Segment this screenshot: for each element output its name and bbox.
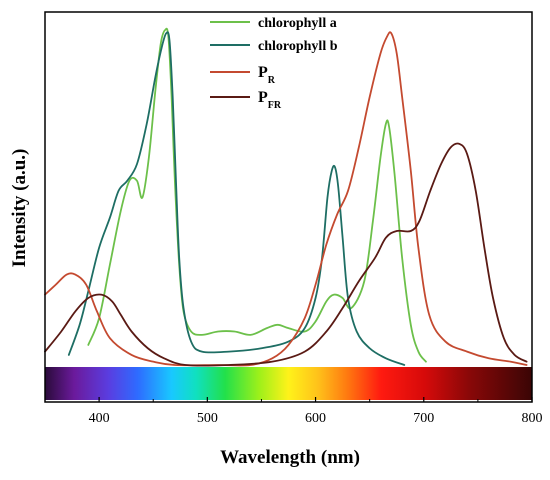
x-tick-label: 700 [413, 411, 434, 426]
spectrum-gradient-bar [45, 367, 532, 400]
series-line-p-r [44, 31, 528, 367]
series-line-p-fr [44, 142, 528, 367]
x-tick-label: 500 [197, 411, 218, 426]
y-axis-label: Intensity (a.u.) [9, 149, 30, 268]
series-layer [44, 27, 528, 367]
visible-spectrum-bar [45, 367, 532, 400]
x-tick-label: 400 [89, 411, 110, 426]
x-tick-label: 800 [522, 411, 543, 426]
plot-frame [44, 11, 533, 403]
legend: chlorophyll a chlorophyll b PR PFR [210, 16, 338, 111]
plot-border [44, 11, 533, 403]
series-line-chlorophyll-b [67, 31, 406, 366]
legend-label-chlorophyll-b: chlorophyll b [258, 39, 338, 54]
series-line-chlorophyll-a [87, 27, 427, 363]
x-tick-label: 600 [305, 411, 326, 426]
legend-label-p-r: PR [258, 64, 276, 86]
legend-label-p-fr: PFR [258, 89, 282, 111]
x-axis-ticks: 400 500 600 700 800 [44, 397, 543, 426]
x-axis-label: Wavelength (nm) [220, 447, 360, 468]
legend-label-chlorophyll-a: chlorophyll a [258, 16, 337, 31]
